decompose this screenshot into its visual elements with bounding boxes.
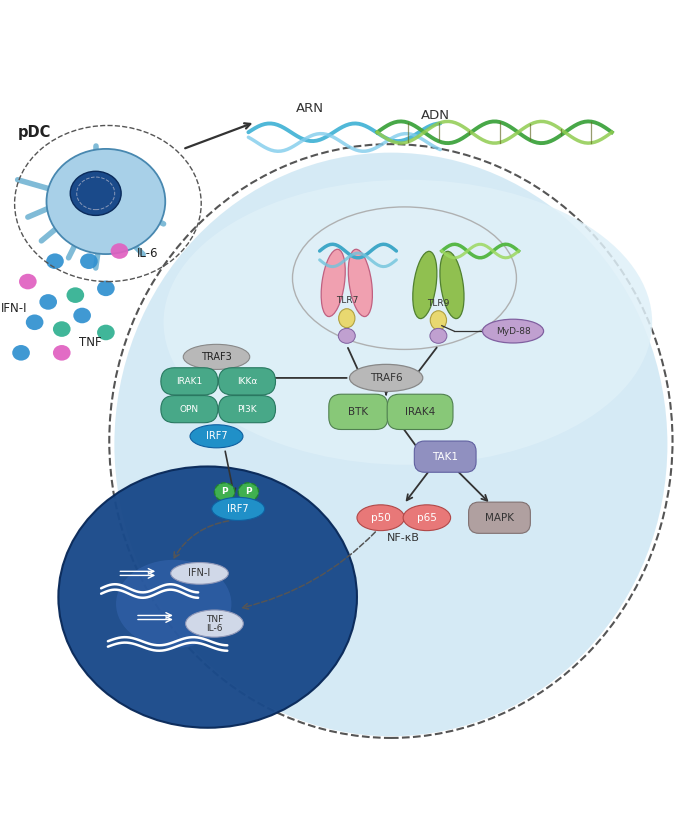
Text: TAK1: TAK1 bbox=[432, 452, 458, 461]
Text: IL-6: IL-6 bbox=[137, 246, 158, 259]
Ellipse shape bbox=[413, 251, 437, 319]
Ellipse shape bbox=[171, 562, 228, 585]
FancyBboxPatch shape bbox=[218, 368, 275, 395]
Text: IFN-I: IFN-I bbox=[188, 568, 211, 578]
Ellipse shape bbox=[111, 243, 129, 259]
Ellipse shape bbox=[183, 344, 250, 369]
Text: IFN-I: IFN-I bbox=[1, 302, 27, 315]
Text: NF-κB: NF-κB bbox=[388, 533, 420, 543]
Ellipse shape bbox=[26, 314, 44, 330]
Text: P: P bbox=[245, 488, 252, 497]
Ellipse shape bbox=[350, 365, 423, 392]
Text: OPN: OPN bbox=[180, 405, 199, 414]
Ellipse shape bbox=[430, 310, 447, 330]
Text: IRF7: IRF7 bbox=[227, 504, 249, 514]
FancyBboxPatch shape bbox=[469, 502, 530, 534]
Ellipse shape bbox=[19, 273, 37, 289]
Ellipse shape bbox=[114, 153, 668, 736]
Ellipse shape bbox=[348, 250, 373, 317]
Ellipse shape bbox=[97, 324, 115, 340]
Ellipse shape bbox=[357, 505, 405, 530]
Ellipse shape bbox=[97, 281, 115, 296]
Ellipse shape bbox=[53, 345, 71, 360]
Ellipse shape bbox=[46, 149, 165, 254]
Ellipse shape bbox=[292, 207, 516, 350]
Text: TNF: TNF bbox=[206, 615, 223, 624]
Ellipse shape bbox=[67, 287, 84, 303]
Text: IRAK1: IRAK1 bbox=[176, 377, 203, 386]
Ellipse shape bbox=[58, 466, 357, 727]
Ellipse shape bbox=[321, 250, 345, 317]
Ellipse shape bbox=[440, 251, 464, 319]
Text: TRAF6: TRAF6 bbox=[370, 373, 403, 383]
Text: IRF7: IRF7 bbox=[205, 431, 227, 441]
Text: P: P bbox=[221, 488, 228, 497]
Ellipse shape bbox=[430, 328, 447, 343]
FancyBboxPatch shape bbox=[329, 394, 388, 429]
Text: TLR7: TLR7 bbox=[336, 296, 358, 305]
Ellipse shape bbox=[211, 498, 265, 521]
Ellipse shape bbox=[80, 254, 98, 269]
Text: ADN: ADN bbox=[420, 109, 449, 122]
Ellipse shape bbox=[238, 483, 258, 501]
Text: TNF: TNF bbox=[79, 336, 101, 349]
Ellipse shape bbox=[73, 308, 91, 323]
Ellipse shape bbox=[186, 610, 243, 637]
Ellipse shape bbox=[53, 321, 71, 337]
Text: ARN: ARN bbox=[296, 102, 324, 115]
FancyBboxPatch shape bbox=[218, 396, 275, 423]
Text: MAPK: MAPK bbox=[485, 513, 514, 523]
Text: IKKα: IKKα bbox=[237, 377, 257, 386]
Text: MyD-88: MyD-88 bbox=[496, 327, 530, 336]
Text: TLR9: TLR9 bbox=[427, 299, 449, 308]
Ellipse shape bbox=[214, 483, 235, 501]
FancyBboxPatch shape bbox=[414, 441, 476, 472]
Text: IL-6: IL-6 bbox=[206, 624, 223, 633]
Ellipse shape bbox=[483, 319, 543, 343]
Text: IRAK4: IRAK4 bbox=[405, 407, 435, 417]
FancyBboxPatch shape bbox=[161, 368, 218, 395]
Text: p50: p50 bbox=[371, 513, 390, 523]
Ellipse shape bbox=[164, 180, 652, 465]
Text: p65: p65 bbox=[417, 513, 437, 523]
Ellipse shape bbox=[70, 172, 121, 215]
Ellipse shape bbox=[339, 328, 355, 343]
FancyBboxPatch shape bbox=[387, 394, 453, 429]
Ellipse shape bbox=[39, 294, 57, 310]
Ellipse shape bbox=[12, 345, 30, 360]
Text: TRAF3: TRAF3 bbox=[201, 352, 232, 362]
Text: pDC: pDC bbox=[18, 125, 51, 140]
Ellipse shape bbox=[116, 560, 231, 648]
Ellipse shape bbox=[46, 254, 64, 269]
Ellipse shape bbox=[403, 505, 451, 530]
Text: BTK: BTK bbox=[348, 407, 369, 417]
FancyBboxPatch shape bbox=[161, 396, 218, 423]
Ellipse shape bbox=[190, 424, 243, 447]
Ellipse shape bbox=[339, 309, 355, 328]
Text: PI3K: PI3K bbox=[237, 405, 257, 414]
